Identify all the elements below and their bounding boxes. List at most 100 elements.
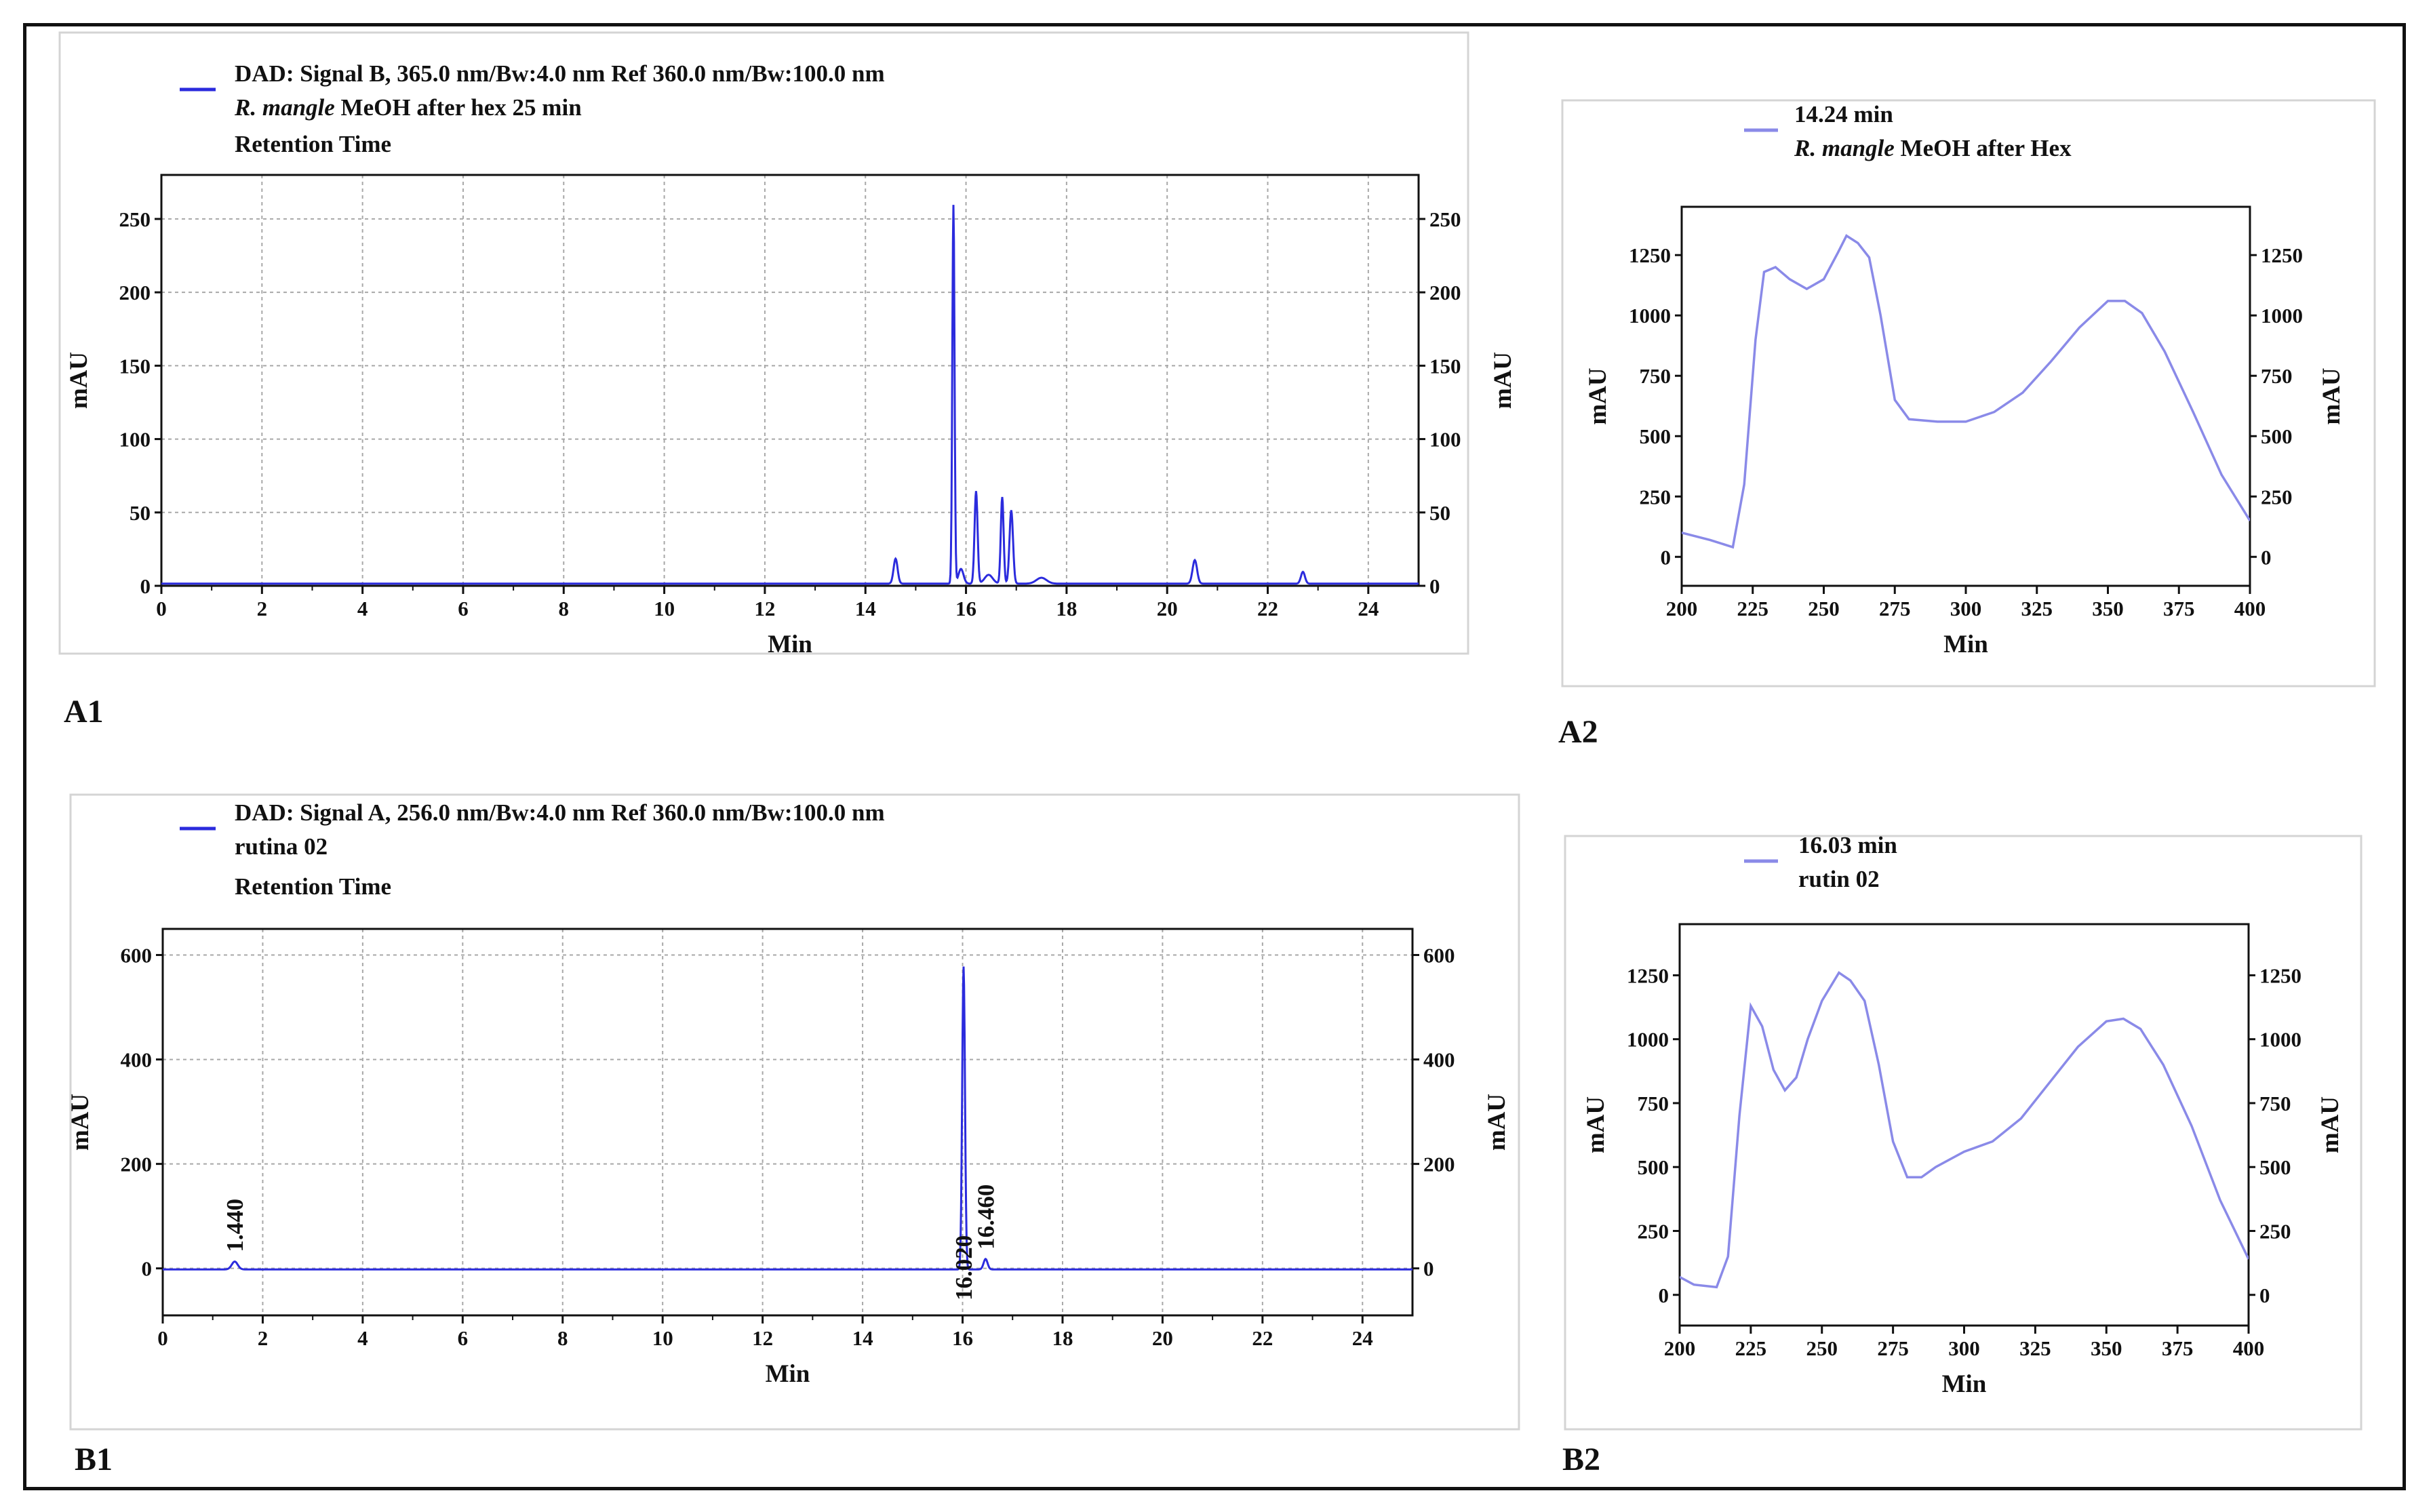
x-tick-label: 4 <box>357 597 368 620</box>
x-tick-label: 250 <box>1808 597 1840 620</box>
x-axis-label: Min <box>766 1360 810 1388</box>
x-tick-label: 2 <box>258 1326 269 1350</box>
x-tick-label: 325 <box>2019 1336 2051 1360</box>
chart-panel-b2: 200 225 250 275 300 325 350 375 400 0 0 250 250 500 50… <box>1562 832 2363 1477</box>
y-tick-label-right: 1000 <box>2261 304 2303 327</box>
x-tick-label: 225 <box>1735 1336 1767 1360</box>
x-tick-label: 300 <box>1950 597 1982 620</box>
y-tick-label-right: 1250 <box>2261 243 2303 267</box>
chart-subtitle: Retention Time <box>235 873 391 900</box>
figure-frame <box>23 23 2406 1490</box>
x-tick-label: 10 <box>654 597 675 620</box>
legend-entry: 14.24 min <box>1794 101 1893 127</box>
y-tick-label: 0 <box>140 574 151 598</box>
y-tick-label-right: 200 <box>1429 281 1461 304</box>
x-tick-label: 6 <box>458 1326 469 1350</box>
x-tick-label: 400 <box>2234 597 2266 620</box>
plot-area <box>160 174 1420 587</box>
panel-label: B1 <box>75 1441 113 1477</box>
y-tick-label: 150 <box>119 354 151 378</box>
panel-border <box>69 793 1520 1431</box>
y-tick-label-right: 500 <box>2261 424 2293 448</box>
legend-entry: DAD: Signal B, 365.0 nm/Bw:4.0 nm Ref 36… <box>235 60 885 87</box>
y-axis-label-right: mAU <box>2316 1096 2344 1153</box>
x-tick-label: 375 <box>2163 597 2195 620</box>
y-tick-label: 1000 <box>1627 1028 1669 1052</box>
x-tick-label: 18 <box>1056 597 1077 620</box>
x-tick-label: 4 <box>357 1326 368 1350</box>
panel-label: B2 <box>1562 1441 1600 1477</box>
x-tick-label: 350 <box>2091 1336 2122 1360</box>
y-tick-label: 1250 <box>1627 963 1669 987</box>
chart-panel-a2: 200 225 250 275 300 325 350 375 400 0 0 250 250 500 50… <box>1558 99 2376 750</box>
x-tick-label: 14 <box>852 1326 873 1350</box>
x-tick-label: 375 <box>2162 1336 2194 1360</box>
x-axis-label: Min <box>1943 631 1988 658</box>
x-tick-label: 275 <box>1877 1336 1909 1360</box>
x-tick-label: 200 <box>1664 1336 1696 1360</box>
x-tick-label: 325 <box>2021 597 2053 620</box>
y-tick-label: 500 <box>1640 424 1672 448</box>
y-tick-label: 1250 <box>1629 243 1671 267</box>
x-tick-label: 6 <box>458 597 469 620</box>
x-tick-label: 22 <box>1257 597 1278 620</box>
y-tick-label: 250 <box>1640 485 1672 509</box>
y-tick-label: 400 <box>121 1048 153 1072</box>
legend-entry: rutin 02 <box>1798 866 1880 892</box>
y-tick-label-right: 100 <box>1429 428 1461 452</box>
x-tick-label: 250 <box>1806 1336 1838 1360</box>
y-tick-label-right: 1250 <box>2259 963 2301 987</box>
y-tick-label-right: 250 <box>2259 1219 2291 1243</box>
x-tick-label: 16 <box>955 597 976 620</box>
y-tick-label-right: 750 <box>2261 364 2293 388</box>
y-tick-label-right: 600 <box>1423 944 1455 968</box>
x-tick-label: 24 <box>1358 597 1379 620</box>
x-tick-label: 14 <box>855 597 876 620</box>
y-tick-label: 50 <box>130 501 151 525</box>
panel-label: A1 <box>64 694 104 730</box>
x-tick-label: 0 <box>156 597 167 620</box>
legend-entry: rutina 02 <box>235 833 328 860</box>
y-tick-label-right: 0 <box>2261 545 2272 569</box>
x-tick-label: 18 <box>1052 1326 1073 1350</box>
x-tick-label: 200 <box>1666 597 1698 620</box>
y-tick-label-right: 150 <box>1429 354 1461 378</box>
legend-entry: DAD: Signal A, 256.0 nm/Bw:4.0 nm Ref 36… <box>235 799 885 826</box>
y-tick-label-right: 250 <box>2261 485 2293 509</box>
x-tick-label: 22 <box>1252 1326 1273 1350</box>
y-tick-label-right: 0 <box>1423 1257 1434 1281</box>
series-line <box>1682 234 2250 549</box>
x-tick-label: 20 <box>1152 1326 1173 1350</box>
x-tick-label: 10 <box>652 1326 673 1350</box>
y-axis-label: mAU <box>65 352 93 409</box>
y-tick-label: 500 <box>1638 1155 1669 1179</box>
y-axis-label-right: mAU <box>2318 367 2346 424</box>
chart-subtitle: Retention Time <box>235 131 391 157</box>
y-tick-label: 200 <box>119 281 151 304</box>
series-line <box>161 205 1419 585</box>
y-tick-label-right: 200 <box>1423 1153 1455 1176</box>
y-tick-label: 250 <box>119 207 151 231</box>
panel-label: A2 <box>1558 714 1598 750</box>
legend-entry: R. mangle MeOH after Hex <box>1794 135 2072 161</box>
y-tick-label: 750 <box>1640 364 1672 388</box>
x-tick-label: 12 <box>752 1326 773 1350</box>
y-tick-label-right: 250 <box>1429 207 1461 231</box>
legend-entry: 16.03 min <box>1798 832 1897 858</box>
x-axis-label: Min <box>1942 1370 1987 1398</box>
y-tick-label: 600 <box>121 944 153 968</box>
y-axis-label-right: mAU <box>1483 1094 1511 1151</box>
y-tick-label-right: 50 <box>1429 501 1450 525</box>
x-tick-label: 300 <box>1948 1336 1980 1360</box>
y-tick-label: 0 <box>1661 545 1672 569</box>
y-axis-label-right: mAU <box>1489 352 1517 409</box>
series-line <box>1680 971 2249 1289</box>
y-tick-label-right: 500 <box>2259 1155 2291 1179</box>
y-tick-label-right: 1000 <box>2259 1028 2301 1052</box>
y-axis-label: mAU <box>1584 367 1612 424</box>
legend-entry: R. mangle MeOH after hex 25 min <box>234 94 582 121</box>
x-tick-label: 24 <box>1352 1326 1373 1350</box>
x-tick-label: 8 <box>557 1326 568 1350</box>
